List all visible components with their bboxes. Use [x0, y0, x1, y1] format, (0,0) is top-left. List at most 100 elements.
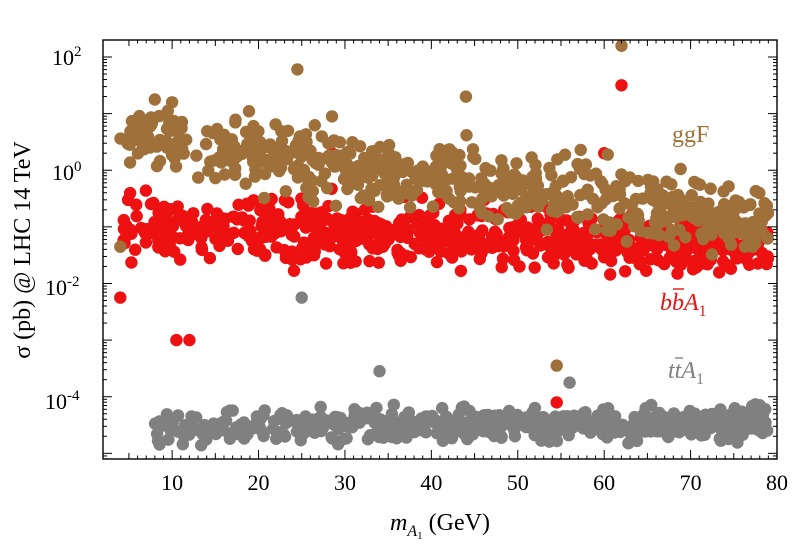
point-ttA1: [683, 404, 696, 418]
point-ttA1: [640, 423, 654, 436]
point-bbA1: [187, 207, 200, 220]
point-ttA1: [710, 418, 723, 431]
point-bbA1: [213, 239, 226, 253]
x-tick-label: 30: [334, 470, 356, 495]
point-ggF: [603, 216, 616, 229]
point-ggF: [613, 202, 626, 215]
point-bbA1: [679, 251, 693, 264]
point-ggF: [467, 150, 480, 164]
point-bbA1: [278, 194, 292, 207]
point-ggF: [705, 248, 719, 261]
point-ggF: [641, 226, 654, 240]
point-ggF: [247, 119, 260, 133]
point-bbA1: [438, 235, 452, 248]
point-bbA1: [139, 184, 153, 197]
point-ggF: [650, 206, 664, 220]
point-ggF: [496, 185, 510, 198]
point-ggF: [199, 137, 213, 151]
point-ttA1: [230, 421, 243, 434]
point-bbA1: [609, 244, 623, 257]
label-tbar: t: [675, 358, 683, 384]
point-ggF: [304, 144, 317, 157]
point-ggF: [337, 154, 350, 167]
x-label-subsub: 1: [417, 530, 423, 542]
point-bbA1: [281, 219, 294, 232]
point-bbA1: [173, 213, 186, 226]
point-ggF: [387, 171, 401, 184]
point-ggF: [543, 161, 556, 175]
point-ggF: [114, 132, 127, 145]
point-bbA1: [374, 218, 388, 231]
point-ggF: [515, 180, 529, 193]
y-tick-base: 10: [45, 275, 67, 300]
point-ttA1: [278, 430, 292, 443]
y-tick-labels: 102 100 10-2 10-4: [45, 44, 82, 414]
point-bbA1: [430, 255, 444, 269]
point-bbA1: [244, 224, 257, 238]
point-bbA1: [722, 259, 735, 272]
point-ttA1: [241, 428, 254, 441]
point-ggF: [259, 153, 273, 167]
point-ggF: [699, 200, 713, 214]
label-bbar: b: [672, 290, 684, 316]
point-bbA1: [514, 225, 527, 239]
point-ggF: [430, 168, 443, 181]
y-tick-base: 10: [52, 45, 74, 70]
series-label-bba1: bbA1: [660, 288, 707, 320]
point-ttA1: [266, 422, 280, 435]
point-ggF: [439, 155, 452, 168]
point-ggF: [213, 151, 226, 164]
point-ttA1: [753, 399, 766, 412]
point-ggF: [165, 119, 178, 132]
point-ggF: [462, 180, 476, 193]
point-ttA1: [451, 412, 464, 425]
point-ggF: [329, 199, 343, 212]
point-bbA1: [445, 251, 459, 264]
point-ttA1: [645, 398, 658, 412]
point-ttA1: [601, 402, 615, 415]
point-ggF: [169, 160, 183, 173]
point-ttA1: [305, 413, 318, 426]
point-bbA1: [761, 250, 774, 263]
point-ttA1: [248, 418, 261, 432]
point-ttA1: [412, 422, 425, 435]
point-ggF: [293, 130, 306, 143]
point-ttA1: [427, 412, 440, 425]
point-ggF: [581, 208, 594, 221]
x-tick-label: 60: [593, 470, 615, 495]
point-bbA1: [160, 214, 173, 227]
point-ttA1: [642, 413, 656, 426]
point-ggF: [526, 170, 539, 184]
point-ttA1: [314, 400, 327, 414]
point-ttA1: [727, 424, 740, 437]
y-tick-label-1e0: 100: [52, 159, 82, 185]
x-label-sub: A: [406, 523, 417, 540]
y-axis-label: σ (pb) @ LHC 14 TeV: [10, 141, 36, 359]
point-ggF: [483, 184, 497, 198]
svg-text:bbA1: bbA1: [660, 290, 707, 320]
point-bbA1: [434, 245, 447, 258]
point-ggF: [504, 206, 518, 219]
point-ttA1: [199, 432, 212, 445]
svg-text:ttA1: ttA1: [668, 358, 704, 388]
point-ggF: [371, 159, 384, 173]
point-ggF: [475, 172, 488, 185]
point-ggF: [596, 177, 609, 190]
point-bbA1: [297, 248, 310, 262]
point-ttA1: [190, 411, 203, 424]
point-bbA1: [546, 241, 559, 254]
point-ttA1: [735, 405, 749, 418]
point-ggF: [148, 93, 161, 106]
point-bbA1: [155, 224, 168, 237]
point-ggF: [201, 125, 214, 138]
point-ttA1: [511, 411, 524, 424]
point-ggF: [558, 148, 572, 161]
point-ggF: [615, 39, 628, 52]
point-ttA1: [574, 412, 587, 425]
point-bbA1: [139, 236, 153, 249]
point-ggF: [589, 223, 602, 236]
point-ggF: [392, 192, 405, 205]
point-bbA1: [528, 261, 541, 274]
point-ggF: [176, 134, 189, 148]
point-ggF: [660, 214, 673, 228]
